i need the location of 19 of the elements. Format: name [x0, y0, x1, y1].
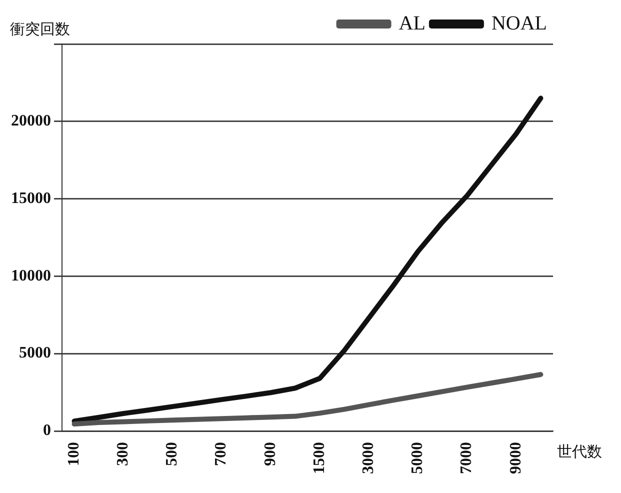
- y-tick-label: 5000: [19, 344, 51, 362]
- x-tick-label: 900: [262, 442, 279, 466]
- y-tick-label: 10000: [11, 267, 51, 284]
- legend-label: NOAL: [491, 12, 547, 34]
- x-axis-title: 世代数: [557, 442, 602, 460]
- x-tick-label: 100: [65, 442, 82, 466]
- x-tick-label: 1500: [310, 442, 328, 474]
- y-tick-label: 0: [43, 422, 51, 440]
- x-tick-label: 7000: [458, 442, 476, 474]
- y-axis-title: 衝突回数: [10, 20, 70, 38]
- x-tick-label: 9000: [507, 442, 524, 474]
- y-tick-label: 15000: [11, 190, 51, 207]
- y-tick-label: 20000: [11, 112, 51, 130]
- x-tick-label: 5000: [409, 442, 426, 474]
- x-tick-label: 3000: [360, 442, 378, 474]
- x-tick-label: 300: [114, 442, 132, 466]
- legend-label: AL: [398, 12, 426, 34]
- x-tick-label: 500: [164, 442, 181, 466]
- x-tick-label: 700: [212, 442, 230, 466]
